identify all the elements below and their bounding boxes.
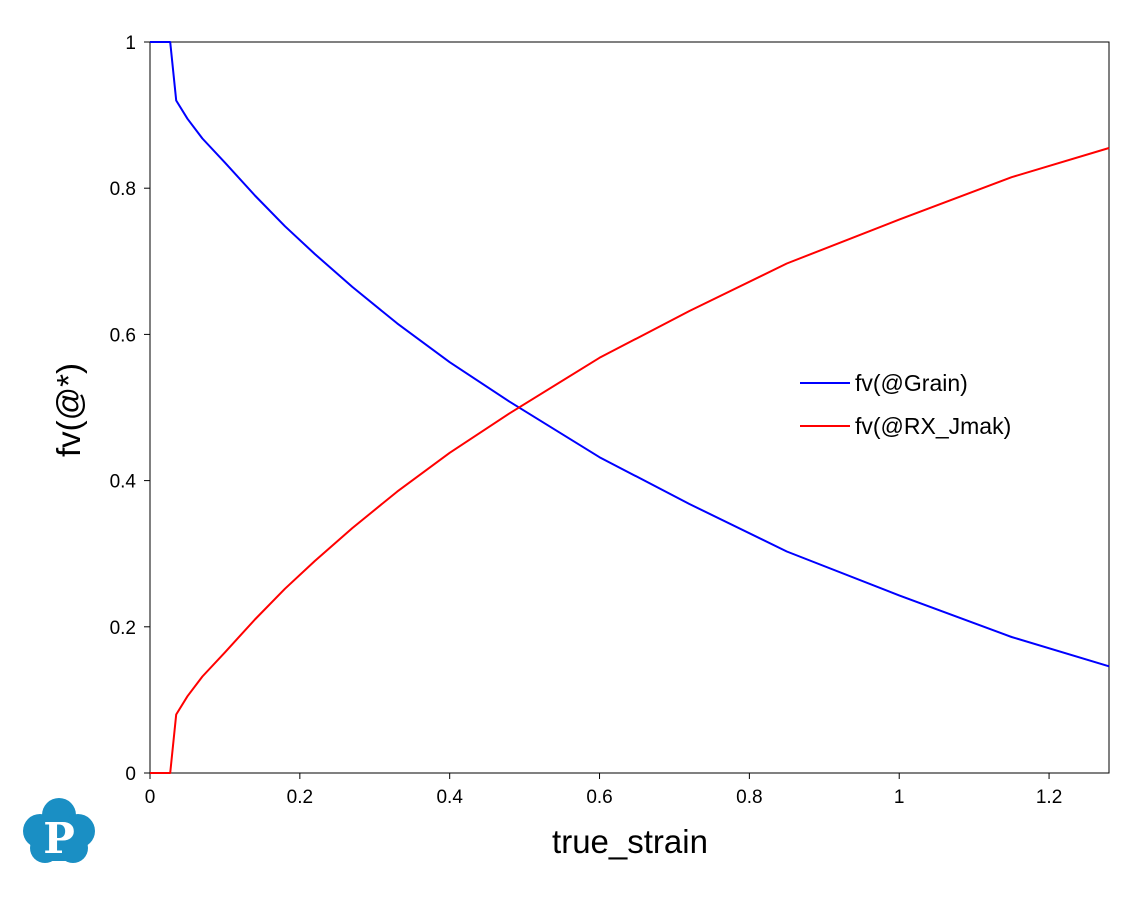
plot-area	[150, 42, 1109, 773]
y-tick-label: 0.8	[110, 179, 136, 200]
x-tick-label: 1	[894, 787, 905, 808]
x-tick-label: 0	[145, 787, 156, 808]
x-tick-label: 0.6	[586, 787, 612, 808]
y-tick-label: 0.6	[110, 325, 136, 346]
y-axis-title: fv(@*)	[50, 363, 87, 457]
x-tick-label: 0.8	[736, 787, 762, 808]
x-tick-label: 1.2	[1036, 787, 1062, 808]
y-tick-label: 0	[125, 764, 136, 785]
legend-label-grain: fv(@Grain)	[855, 370, 968, 396]
pandat-logo-icon: P	[20, 793, 98, 867]
x-tick-label: 0.2	[287, 787, 313, 808]
x-axis: 0 0.2 0.4 0.6 0.8 1 1.2	[145, 773, 1063, 808]
legend-label-rx-jmak: fv(@RX_Jmak)	[855, 413, 1011, 439]
y-tick-label: 0.2	[110, 618, 136, 639]
y-axis: 0 0.2 0.4 0.6 0.8 1	[110, 33, 150, 785]
x-tick-label: 0.4	[436, 787, 463, 808]
y-tick-label: 1	[125, 33, 136, 54]
logo-letter: P	[43, 814, 75, 863]
x-axis-title: true_strain	[552, 823, 708, 860]
y-tick-label: 0.4	[110, 472, 137, 493]
